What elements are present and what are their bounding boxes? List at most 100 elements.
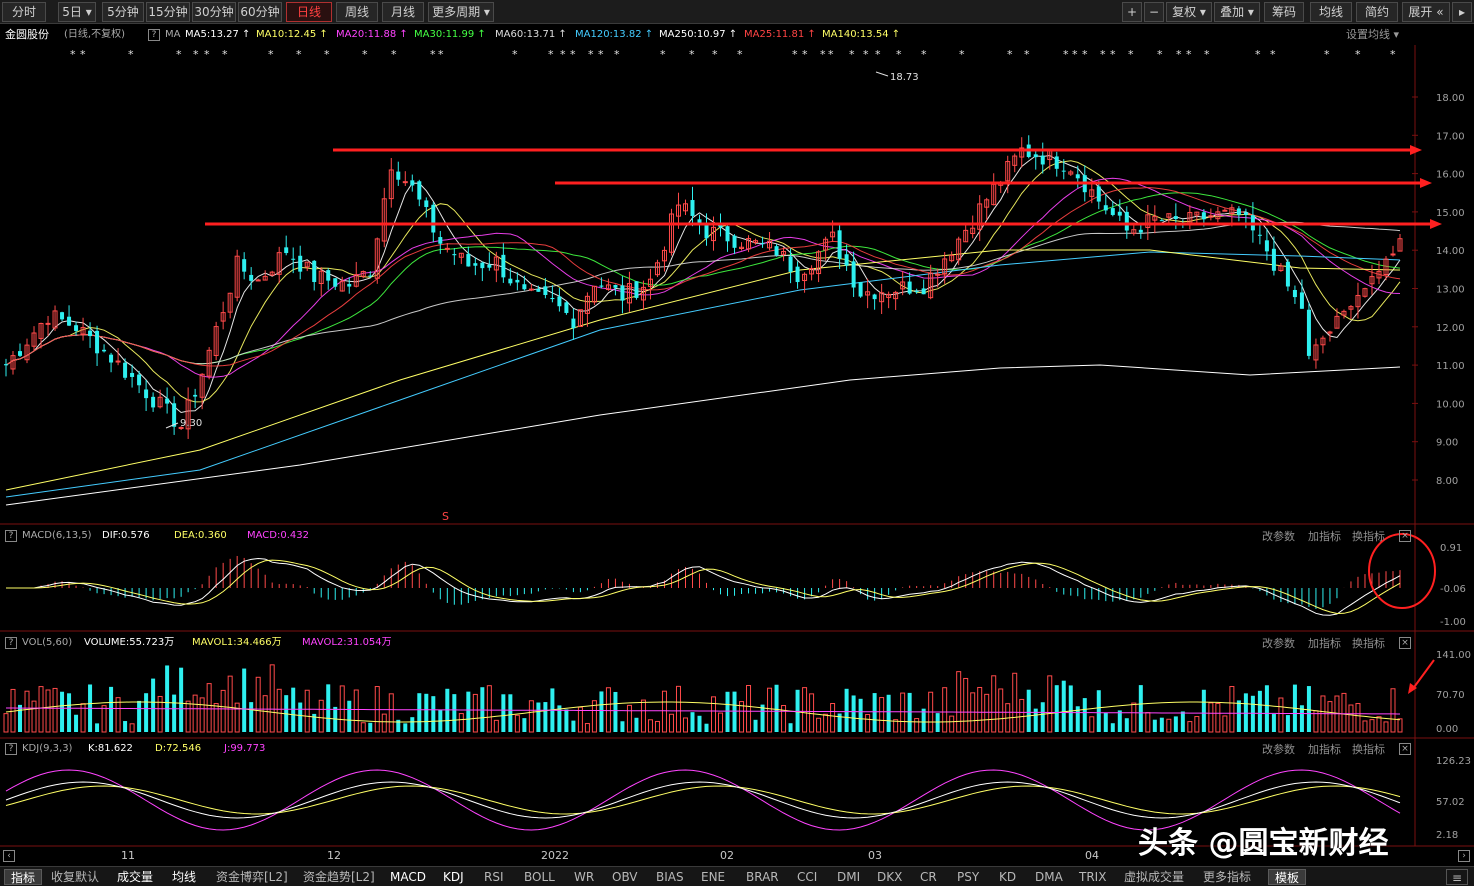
signal-marker: * [1110,48,1116,61]
candle-body [1327,331,1333,334]
scroll-right-button[interactable]: › [1458,848,1470,864]
candle-body [291,258,296,260]
tab-wr[interactable]: WR [574,870,595,884]
candle-body [647,278,653,287]
volume-bar [795,689,800,732]
tab-fund-game[interactable]: 资金博弈[L2] [216,870,288,884]
tab-kdj[interactable]: KDJ [443,870,464,884]
period-30min[interactable]: 30分钟 [192,2,236,22]
edit-params-button[interactable]: 改参数 [1262,637,1295,650]
close-icon[interactable]: × [1399,741,1411,755]
period-5day[interactable]: 5日 ▾ [58,2,96,22]
tab-boll[interactable]: BOLL [524,870,555,884]
tab-cr[interactable]: CR [920,870,937,884]
tab-template[interactable]: 模板 [1268,869,1307,885]
edit-params-button[interactable]: 改参数 [1262,743,1295,756]
tab-virtual-volume[interactable]: 虚拟成交量 [1124,870,1185,884]
candle-body [60,312,65,320]
vol-label: VOL(5,60) [22,637,73,648]
switch-indicator-button[interactable]: 换指标 [1352,530,1385,543]
volume-bar [304,689,310,733]
volume-bar [1026,689,1031,732]
close-icon[interactable]: × [1399,528,1411,542]
tab-brar[interactable]: BRAR [746,870,779,884]
tab-psy[interactable]: PSY [957,870,980,884]
close-icon[interactable]: × [1399,635,1411,649]
add-indicator-button[interactable]: 加指标 [1308,637,1341,650]
tab-trix[interactable]: TRIX [1079,870,1107,884]
tab-bias[interactable]: BIAS [656,870,684,884]
help-icon[interactable]: ? [5,528,17,544]
signal-marker: * [598,48,604,61]
tab-macd[interactable]: MACD [390,870,426,884]
period-weekly[interactable]: 周线 [336,2,378,22]
zoom-out-button[interactable]: − [1144,2,1164,22]
volume-bar [1187,721,1193,733]
ma-setting-button[interactable]: 设置均线 ▾ [1346,28,1400,41]
chips-button[interactable]: 筹码 [1264,2,1304,22]
signal-marker: * [1100,48,1106,61]
tab-volume[interactable]: 成交量 [117,870,154,884]
zoom-in-button[interactable]: + [1122,2,1142,22]
tab-restore-default[interactable]: 收复默认 [51,870,100,884]
tab-indicator[interactable]: 指标 [4,869,43,885]
signal-marker: * [1157,48,1163,61]
tab-rsi[interactable]: RSI [484,870,504,884]
nav-right-button[interactable]: ▸ [1452,2,1472,22]
period-15min[interactable]: 15分钟 [146,2,190,22]
help-icon[interactable]: ? [5,741,17,757]
tab-cci[interactable]: CCI [797,870,818,884]
tab-more-indicators[interactable]: 更多指标 [1203,870,1252,884]
vol-header: ? VOL(5,60) VOLUME:55.723万 MAVOL1:34.466… [0,635,1474,651]
adjust-button[interactable]: 复权 ▾ [1166,2,1212,22]
candle-body [949,254,955,262]
help-icon[interactable]: ? [5,635,17,651]
scroll-left-button[interactable]: ‹ [3,848,15,864]
volume-bar [1355,703,1361,733]
candle-body [304,261,310,268]
volume-bar [900,692,906,733]
candle-body [109,354,114,363]
candle-body [921,288,926,295]
add-indicator-button[interactable]: 加指标 [1308,530,1341,543]
candle-body [185,399,191,430]
ma-line [5,160,1401,403]
tab-dmi[interactable]: DMI [837,870,861,884]
period-more[interactable]: 更多周期 ▾ [428,2,494,22]
add-indicator-button[interactable]: 加指标 [1308,743,1341,756]
candle-body [732,235,737,248]
volume-bar [60,691,65,732]
tab-dkx[interactable]: DKX [877,870,903,884]
candle-body [613,285,618,288]
switch-indicator-button[interactable]: 换指标 [1352,743,1385,756]
volume-bar [220,689,226,733]
tab-ene[interactable]: ENE [701,870,726,884]
macd-axis-label: -1.00 [1440,617,1466,628]
overlay-button[interactable]: 叠加 ▾ [1214,2,1260,22]
menu-icon[interactable]: ≡ [1446,869,1468,885]
simple-button[interactable]: 简约 [1356,2,1398,22]
expand-button[interactable]: 展开 « [1402,2,1450,22]
volume-bar [634,717,639,732]
tab-kd[interactable]: KD [999,870,1017,884]
candle-body [942,258,948,275]
candle-body [249,274,254,281]
vol-mavol1: MAVOL1:34.466万 [192,637,282,648]
edit-params-button[interactable]: 改参数 [1262,530,1295,543]
period-monthly[interactable]: 月线 [382,2,424,22]
tab-fund-trend[interactable]: 资金趋势[L2] [303,870,375,884]
period-fenshi[interactable]: 分时 [2,2,46,22]
period-daily[interactable]: 日线 [286,2,332,22]
tab-ma[interactable]: 均线 [172,870,197,884]
tab-dma[interactable]: DMA [1035,870,1063,884]
volume-bar [396,719,401,732]
period-5min[interactable]: 5分钟 [102,2,144,22]
help-icon[interactable]: ? [148,27,160,43]
ma-button[interactable]: 均线 [1310,2,1352,22]
volume-bar [802,687,808,733]
candle-body [88,330,93,337]
period-60min[interactable]: 60分钟 [238,2,282,22]
switch-indicator-button[interactable]: 换指标 [1352,637,1385,650]
candle-body [52,310,58,329]
tab-obv[interactable]: OBV [612,870,638,884]
